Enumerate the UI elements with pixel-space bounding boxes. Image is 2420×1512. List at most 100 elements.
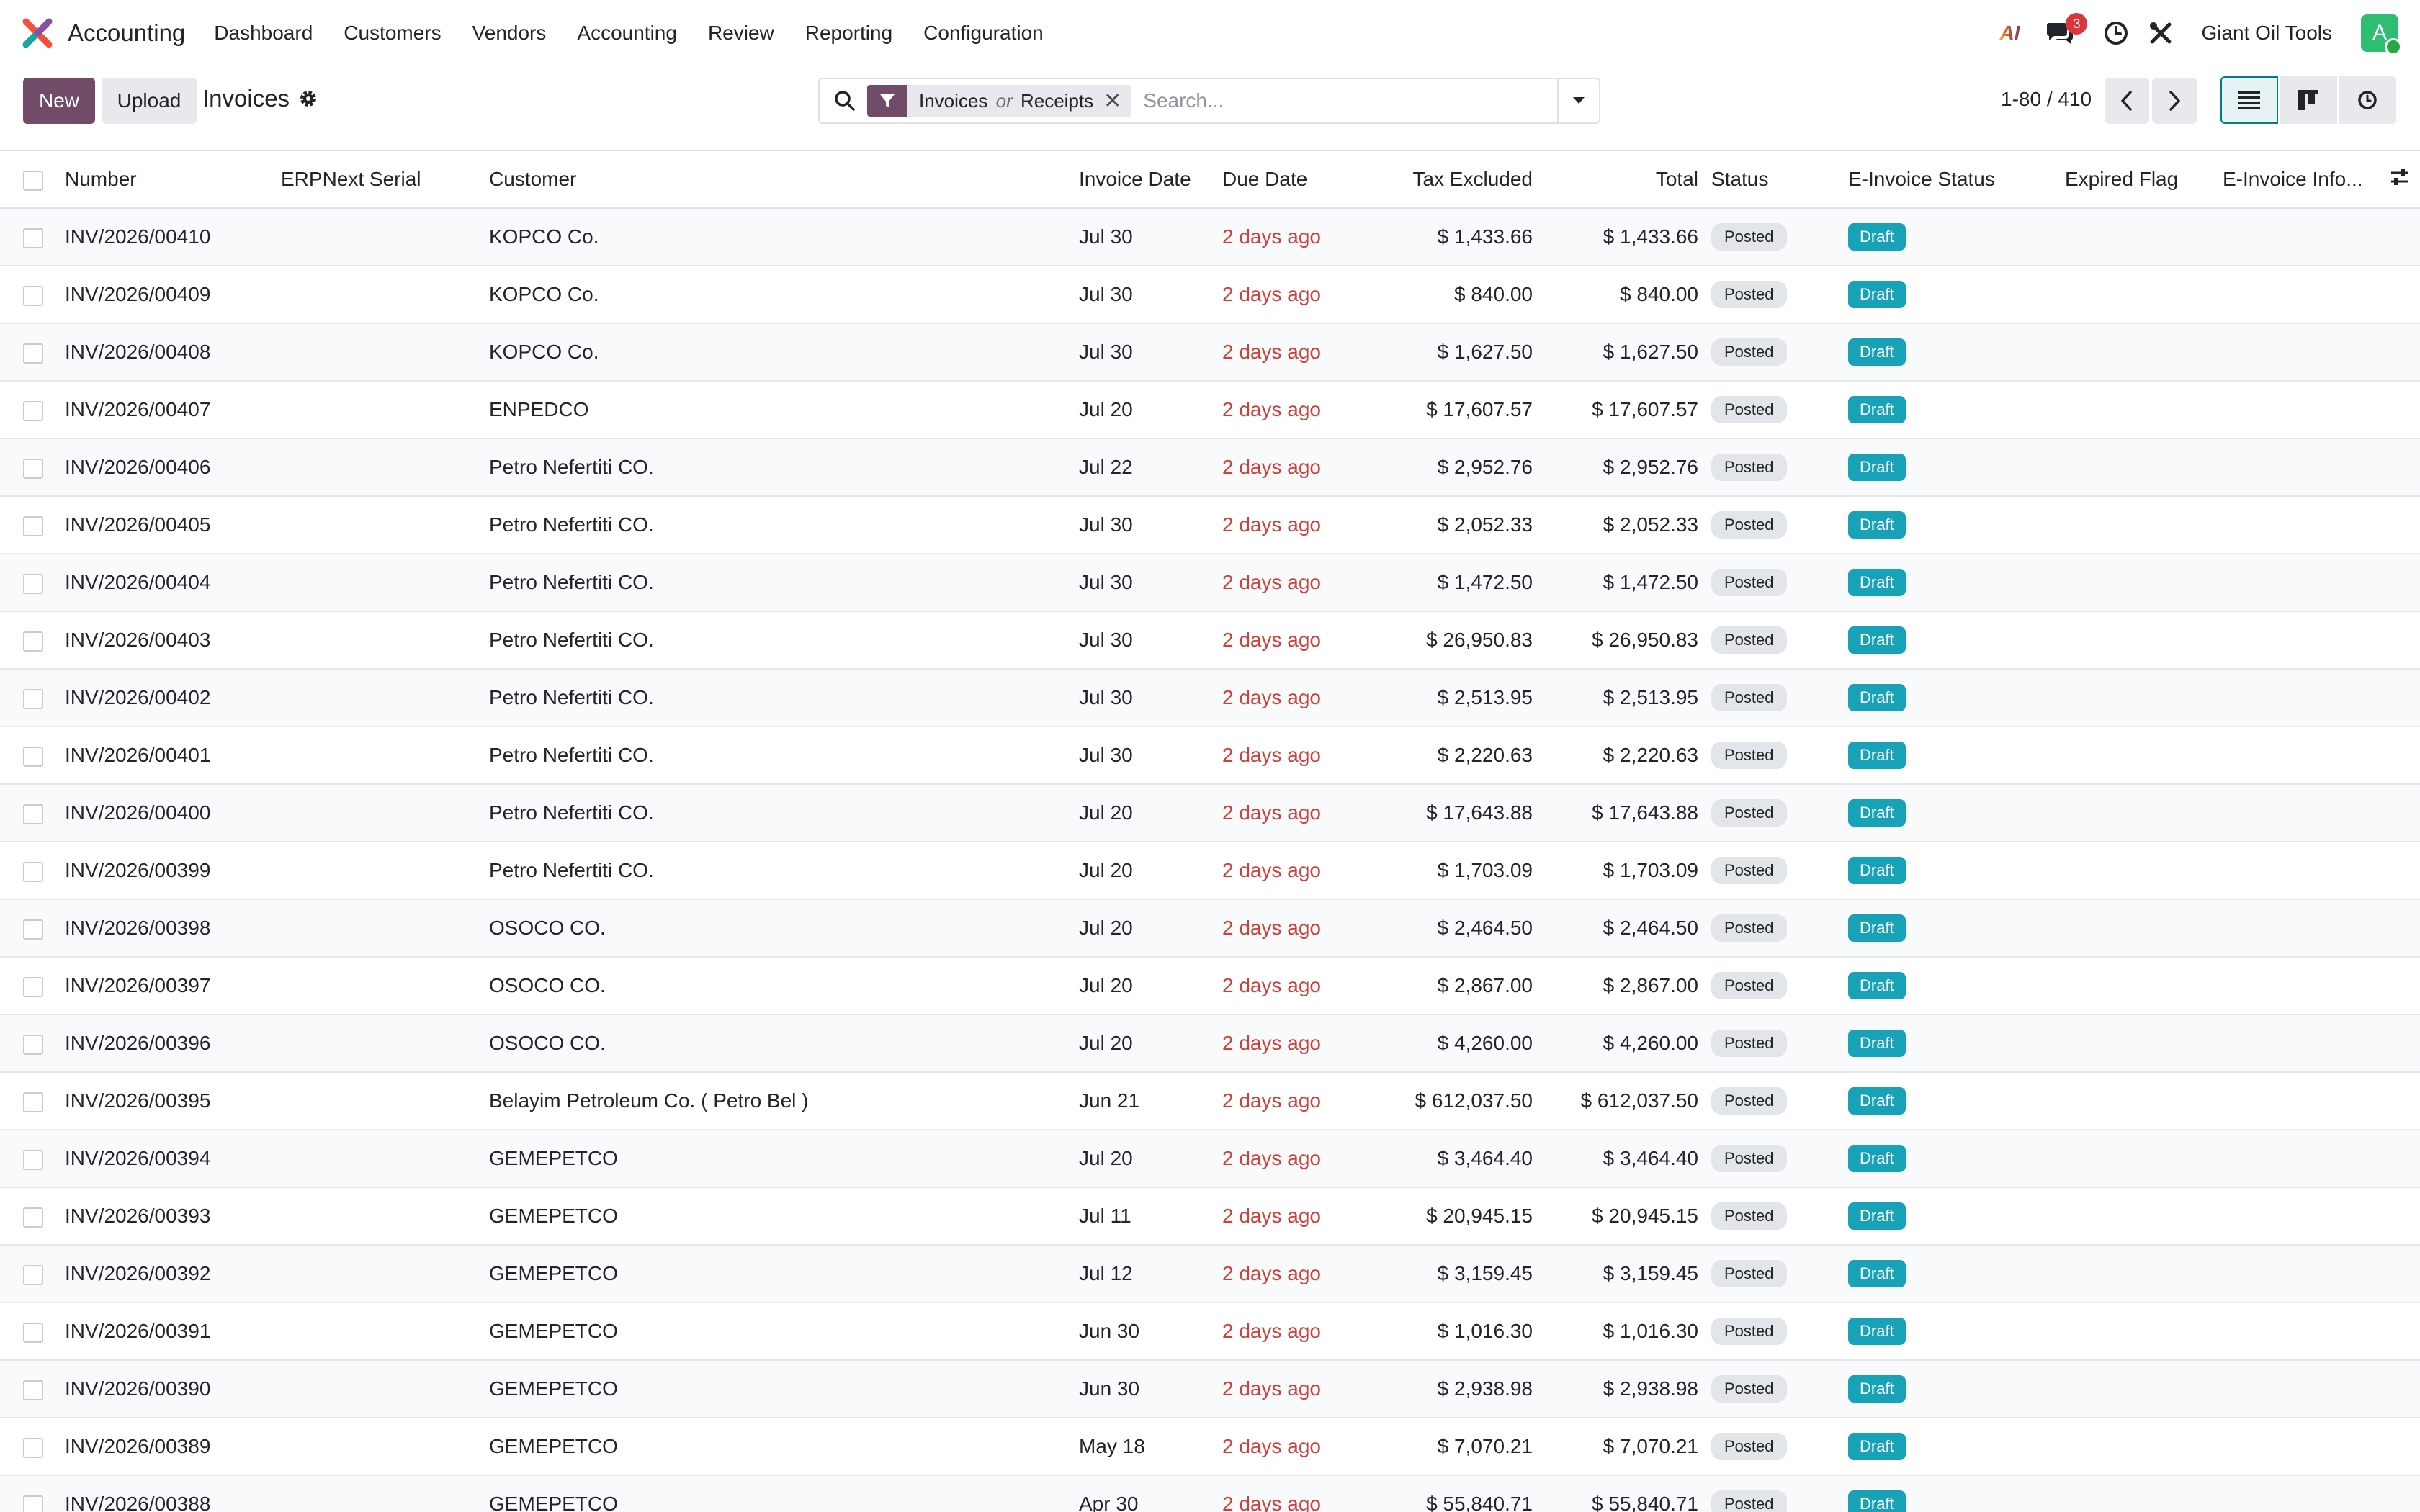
- menu-item-review[interactable]: Review: [707, 22, 774, 44]
- cell-invoice-date[interactable]: May 18: [1079, 1418, 1222, 1476]
- cell-customer[interactable]: Petro Nefertiti CO.: [489, 669, 1079, 727]
- cell-tax-excluded[interactable]: $ 1,627.50: [1389, 323, 1546, 382]
- cell-number[interactable]: INV/2026/00402: [65, 669, 281, 727]
- table-row[interactable]: INV/2026/00390 GEMEPETCO Jun 30 2 days ago $…: [0, 1360, 2420, 1418]
- cell-number[interactable]: INV/2026/00408: [65, 323, 281, 382]
- cell-customer[interactable]: Belayim Petroleum Co. ( Petro Bel ): [489, 1072, 1079, 1130]
- column-erpnext-serial[interactable]: ERPNext Serial: [281, 151, 489, 209]
- cell-einvoice-info[interactable]: [2223, 1014, 2377, 1073]
- table-row[interactable]: INV/2026/00404 Petro Nefertiti CO. Jul 30 2…: [0, 554, 2420, 612]
- cell-expired-flag[interactable]: [2065, 1475, 2223, 1512]
- cell-due-date[interactable]: 2 days ago: [1222, 1014, 1389, 1073]
- cell-status[interactable]: Posted: [1711, 381, 1848, 439]
- cell-status[interactable]: Posted: [1711, 1014, 1848, 1073]
- cell-erpnext-serial[interactable]: [281, 1360, 489, 1418]
- cell-einvoice-status[interactable]: Draft: [1848, 842, 2065, 900]
- cell-number[interactable]: INV/2026/00410: [65, 208, 281, 266]
- cell-expired-flag[interactable]: [2065, 1187, 2223, 1246]
- cell-einvoice-info[interactable]: [2223, 1475, 2377, 1512]
- cell-customer[interactable]: GEMEPETCO: [489, 1475, 1079, 1512]
- cell-total[interactable]: $ 1,433.66: [1546, 208, 1711, 266]
- column-number[interactable]: Number: [65, 151, 281, 209]
- cell-erpnext-serial[interactable]: [281, 496, 489, 554]
- cell-customer[interactable]: GEMEPETCO: [489, 1302, 1079, 1361]
- menu-item-vendors[interactable]: Vendors: [472, 22, 547, 44]
- cell-number[interactable]: INV/2026/00395: [65, 1072, 281, 1130]
- cell-einvoice-status[interactable]: Draft: [1848, 208, 2065, 266]
- cell-customer[interactable]: GEMEPETCO: [489, 1418, 1079, 1476]
- cell-tax-excluded[interactable]: $ 2,220.63: [1389, 726, 1546, 785]
- cell-due-date[interactable]: 2 days ago: [1222, 554, 1389, 612]
- cell-number[interactable]: INV/2026/00396: [65, 1014, 281, 1073]
- table-row[interactable]: INV/2026/00399 Petro Nefertiti CO. Jul 20 2…: [0, 842, 2420, 900]
- cell-tax-excluded[interactable]: $ 7,070.21: [1389, 1418, 1546, 1476]
- list-view-button[interactable]: [2220, 76, 2278, 124]
- cell-einvoice-status[interactable]: Draft: [1848, 611, 2065, 670]
- cell-tax-excluded[interactable]: $ 2,867.00: [1389, 957, 1546, 1015]
- cell-status[interactable]: Posted: [1711, 784, 1848, 842]
- cell-einvoice-info[interactable]: [2223, 381, 2377, 439]
- cell-customer[interactable]: GEMEPETCO: [489, 1130, 1079, 1188]
- table-row[interactable]: INV/2026/00394 GEMEPETCO Jul 20 2 days ago $…: [0, 1130, 2420, 1188]
- cell-status[interactable]: Posted: [1711, 842, 1848, 900]
- cell-erpnext-serial[interactable]: [281, 899, 489, 958]
- cell-erpnext-serial[interactable]: [281, 1072, 489, 1130]
- cell-due-date[interactable]: 2 days ago: [1222, 669, 1389, 727]
- cell-tax-excluded[interactable]: $ 20,945.15: [1389, 1187, 1546, 1246]
- row-checkbox[interactable]: [23, 1322, 43, 1343]
- cell-einvoice-info[interactable]: [2223, 957, 2377, 1015]
- cell-invoice-date[interactable]: Jul 20: [1079, 1130, 1222, 1188]
- cell-customer[interactable]: Petro Nefertiti CO.: [489, 438, 1079, 497]
- cell-invoice-date[interactable]: Jul 30: [1079, 266, 1222, 324]
- cell-tax-excluded[interactable]: $ 2,464.50: [1389, 899, 1546, 958]
- cell-invoice-date[interactable]: Jul 30: [1079, 726, 1222, 785]
- cell-tax-excluded[interactable]: $ 26,950.83: [1389, 611, 1546, 670]
- cell-total[interactable]: $ 26,950.83: [1546, 611, 1711, 670]
- cell-number[interactable]: INV/2026/00388: [65, 1475, 281, 1512]
- cell-erpnext-serial[interactable]: [281, 323, 489, 382]
- cell-due-date[interactable]: 2 days ago: [1222, 899, 1389, 958]
- cell-tax-excluded[interactable]: $ 4,260.00: [1389, 1014, 1546, 1073]
- cell-customer[interactable]: GEMEPETCO: [489, 1187, 1079, 1246]
- cell-erpnext-serial[interactable]: [281, 784, 489, 842]
- cell-customer[interactable]: Petro Nefertiti CO.: [489, 784, 1079, 842]
- cell-customer[interactable]: GEMEPETCO: [489, 1245, 1079, 1303]
- cell-total[interactable]: $ 2,220.63: [1546, 726, 1711, 785]
- select-all-checkbox[interactable]: [23, 170, 43, 191]
- cell-number[interactable]: INV/2026/00397: [65, 957, 281, 1015]
- menu-item-dashboard[interactable]: Dashboard: [214, 22, 313, 44]
- cell-customer[interactable]: KOPCO Co.: [489, 266, 1079, 324]
- row-checkbox[interactable]: [23, 400, 43, 421]
- upload-button[interactable]: Upload: [102, 78, 197, 124]
- cell-customer[interactable]: KOPCO Co.: [489, 323, 1079, 382]
- ai-button[interactable]: AI: [1994, 17, 2025, 49]
- cell-tax-excluded[interactable]: $ 3,464.40: [1389, 1130, 1546, 1188]
- cell-invoice-date[interactable]: Jul 30: [1079, 208, 1222, 266]
- cell-status[interactable]: Posted: [1711, 1302, 1848, 1361]
- cell-status[interactable]: Posted: [1711, 323, 1848, 382]
- cell-einvoice-status[interactable]: Draft: [1848, 381, 2065, 439]
- cell-einvoice-status[interactable]: Draft: [1848, 1187, 2065, 1246]
- row-checkbox[interactable]: [23, 1034, 43, 1055]
- cell-number[interactable]: INV/2026/00394: [65, 1130, 281, 1188]
- gear-icon[interactable]: [298, 89, 318, 109]
- cell-status[interactable]: Posted: [1711, 1187, 1848, 1246]
- cell-invoice-date[interactable]: Jul 20: [1079, 784, 1222, 842]
- row-checkbox[interactable]: [23, 1149, 43, 1170]
- row-checkbox[interactable]: [23, 1264, 43, 1285]
- cell-tax-excluded[interactable]: $ 17,643.88: [1389, 784, 1546, 842]
- optional-columns-toggle[interactable]: [2377, 151, 2420, 209]
- cell-total[interactable]: $ 2,867.00: [1546, 957, 1711, 1015]
- search-icon[interactable]: [833, 89, 857, 113]
- cell-tax-excluded[interactable]: $ 2,052.33: [1389, 496, 1546, 554]
- cell-expired-flag[interactable]: [2065, 899, 2223, 958]
- cell-status[interactable]: Posted: [1711, 957, 1848, 1015]
- cell-einvoice-info[interactable]: [2223, 554, 2377, 612]
- cell-customer[interactable]: Petro Nefertiti CO.: [489, 496, 1079, 554]
- row-checkbox[interactable]: [23, 516, 43, 536]
- cell-due-date[interactable]: 2 days ago: [1222, 1475, 1389, 1512]
- cell-erpnext-serial[interactable]: [281, 669, 489, 727]
- cell-einvoice-status[interactable]: Draft: [1848, 957, 2065, 1015]
- cell-total[interactable]: $ 1,703.09: [1546, 842, 1711, 900]
- cell-due-date[interactable]: 2 days ago: [1222, 1418, 1389, 1476]
